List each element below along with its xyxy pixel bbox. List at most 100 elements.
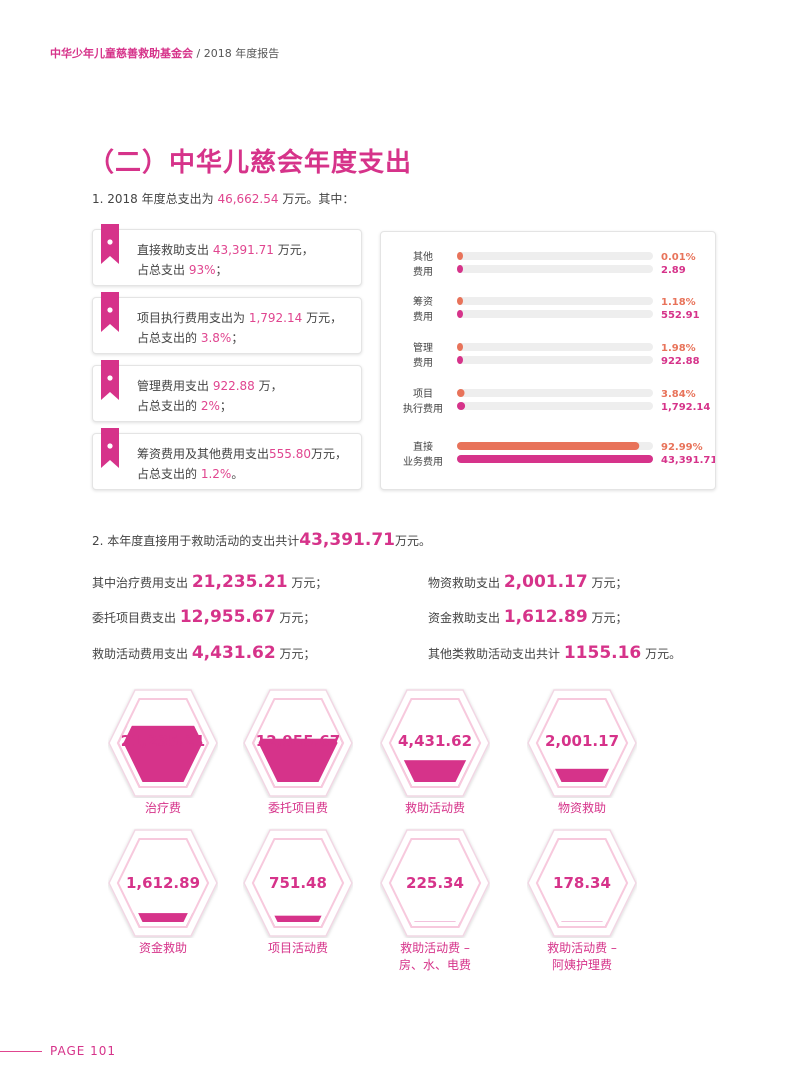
category-label: 费用 bbox=[413, 356, 433, 369]
hexagon-svg: 12,955.67 bbox=[243, 689, 353, 797]
card-line-1: 项目执行费用支出为 1,792.14 万元， bbox=[137, 308, 342, 328]
total-value: 46,662.54 bbox=[217, 192, 279, 206]
header-org: 中华少年儿童慈善救助基金会 bbox=[50, 47, 193, 60]
hexagon-value: 2,001.17 bbox=[545, 732, 619, 750]
amount-bar bbox=[457, 310, 463, 318]
amount-label: 2.89 bbox=[661, 265, 686, 276]
item-suffix: 万元； bbox=[287, 576, 328, 590]
category-label: 筹资 bbox=[413, 295, 433, 308]
expense-card: 管理费用支出 922.88 万， 占总支出的 2%； bbox=[92, 360, 362, 422]
expenditure-item: 物资救助支出 2,001.17 万元； bbox=[428, 572, 628, 592]
card-line-2-suffix: 。 bbox=[231, 467, 244, 481]
hexagon-label-line: 阿姨护理费 bbox=[551, 958, 612, 972]
card-line-2-value: 3.8% bbox=[200, 331, 232, 345]
card-line-1-prefix: 直接救助支出 bbox=[137, 243, 213, 257]
hexagon-label: 救助活动费 bbox=[365, 800, 505, 817]
hexagon-label-line: 救助活动费 – bbox=[547, 941, 617, 955]
expense-card-text: 项目执行费用支出为 1,792.14 万元， 占总支出的 3.8%； bbox=[137, 308, 342, 348]
card-line-1-value: 922.88 bbox=[212, 379, 255, 393]
hexagon-label-line: 物资救助 bbox=[557, 801, 606, 815]
card-line-1-suffix: 万元， bbox=[311, 447, 348, 461]
hexagon-stat: 1,612.89 bbox=[108, 828, 218, 938]
card-line-2-suffix: ； bbox=[231, 331, 244, 345]
expense-card: 直接救助支出 43,391.71 万元， 占总支出 93%； bbox=[92, 224, 362, 286]
amount-bar bbox=[457, 455, 653, 463]
hexagon-stat: 21,235.21 bbox=[108, 688, 218, 798]
category-label: 管理 bbox=[413, 341, 433, 354]
bar-chart-svg: 其他费用0.01%2.89筹资费用1.18%552.91管理费用1.98%922… bbox=[403, 250, 717, 468]
hexagon-label: 治疗费 bbox=[93, 800, 233, 817]
hexagon-stat: 751.48 bbox=[243, 828, 353, 938]
section-title: （二）中华儿慈会年度支出 bbox=[88, 148, 413, 178]
item-value: 12,955.67 bbox=[179, 607, 276, 627]
card-line-2-value: 1.2% bbox=[200, 467, 232, 481]
card-line-1-value: 555.80 bbox=[269, 447, 312, 461]
bar-track bbox=[457, 343, 653, 351]
hexagon-svg: 225.34 bbox=[380, 829, 490, 937]
bar-track bbox=[457, 297, 653, 305]
total-expenditure-line: 1. 2018 年度总支出为 46,662.54 万元。其中： bbox=[92, 190, 354, 207]
expense-card-text: 筹资费用及其他费用支出555.80万元， 占总支出的 1.2%。 bbox=[137, 444, 347, 484]
item-value: 1155.16 bbox=[563, 643, 642, 663]
bar-track bbox=[457, 356, 653, 364]
hexagon-label-line: 救助活动费 bbox=[404, 801, 465, 815]
hexagon-label-line: 项目活动费 bbox=[267, 941, 328, 955]
hexagon-label: 项目活动费 bbox=[228, 940, 368, 957]
card-line-1-suffix: 万元， bbox=[302, 311, 343, 325]
card-line-1: 筹资费用及其他费用支出555.80万元， bbox=[137, 444, 347, 464]
hexagon-svg: 4,431.62 bbox=[380, 689, 490, 797]
percent-bar bbox=[457, 442, 640, 450]
card-line-2: 占总支出 93%； bbox=[137, 260, 314, 280]
category-label: 直接 bbox=[413, 440, 433, 453]
amount-bar bbox=[457, 265, 463, 273]
card-line-2: 占总支出的 2%； bbox=[137, 396, 283, 416]
percent-label: 92.99% bbox=[661, 442, 703, 453]
hexagon-value: 12,955.67 bbox=[256, 732, 340, 750]
card-line-2: 占总支出的 1.2%。 bbox=[137, 464, 347, 484]
item-value: 21,235.21 bbox=[191, 572, 288, 592]
direct-value: 43,391.71 bbox=[299, 530, 395, 550]
hexagon-stat: 225.34 bbox=[380, 828, 490, 938]
card-line-2-prefix: 占总支出的 bbox=[137, 331, 201, 345]
card-line-1-suffix: 万， bbox=[254, 379, 283, 393]
bookmark-icon bbox=[101, 360, 119, 400]
item-prefix: 其中治疗费用支出 bbox=[92, 576, 192, 590]
direct-prefix: 2. 本年度直接用于救助活动的支出共计 bbox=[92, 534, 300, 548]
hexagon-label: 资金救助 bbox=[93, 940, 233, 957]
bar-track bbox=[457, 252, 653, 260]
hexagon-label-line: 委托项目费 bbox=[267, 801, 328, 815]
card-line-1-value: 1,792.14 bbox=[248, 311, 303, 325]
expense-card: 项目执行费用支出为 1,792.14 万元， 占总支出的 3.8%； bbox=[92, 292, 362, 354]
expense-ratio-chart: 其他 费用 0.01% 2.89 筹资 费用 1.18% 552.91 管理 费用 1.98% 922… bbox=[380, 231, 717, 490]
percent-label: 1.18% bbox=[661, 297, 696, 308]
hexagon-value: 4,431.62 bbox=[398, 732, 472, 750]
item-prefix: 资金救助支出 bbox=[428, 611, 504, 625]
total-suffix: 万元。其中： bbox=[278, 192, 355, 206]
expenditure-item: 资金救助支出 1,612.89 万元； bbox=[428, 607, 628, 627]
card-line-2-value: 93% bbox=[188, 263, 216, 277]
item-prefix: 物资救助支出 bbox=[428, 576, 504, 590]
hexagon-value: 751.48 bbox=[269, 874, 327, 892]
percent-label: 3.84% bbox=[661, 389, 696, 400]
footer-rule bbox=[0, 1051, 42, 1052]
hexagon-stat: 178.34 bbox=[527, 828, 637, 938]
bar-track bbox=[457, 389, 653, 397]
percent-bar bbox=[457, 252, 463, 260]
category-label: 项目 bbox=[413, 388, 433, 400]
item-suffix: 万元； bbox=[587, 576, 628, 590]
bookmark-icon bbox=[101, 428, 119, 468]
expenditure-item: 救助活动费用支出 4,431.62 万元； bbox=[92, 643, 316, 663]
expenditure-item: 其他类救助活动支出共计 1155.16 万元。 bbox=[428, 643, 681, 663]
item-value: 4,431.62 bbox=[191, 643, 276, 663]
card-line-2-suffix: ； bbox=[219, 399, 232, 413]
card-line-1-prefix: 筹资费用及其他费用支出 bbox=[137, 447, 270, 461]
item-prefix: 其他类救助活动支出共计 bbox=[428, 647, 564, 661]
hexagon-label-line: 资金救助 bbox=[138, 941, 187, 955]
expense-card-text: 管理费用支出 922.88 万， 占总支出的 2%； bbox=[137, 376, 283, 416]
direct-suffix: 万元。 bbox=[394, 534, 431, 548]
page-footer: PAGE 101 bbox=[0, 1042, 800, 1062]
category-label: 其他 bbox=[413, 250, 433, 263]
hexagon-label: 救助活动费 – 阿姨护理费 bbox=[512, 940, 652, 974]
hexagon-label: 救助活动费 – 房、水、电费 bbox=[365, 940, 505, 974]
hexagon-value: 225.34 bbox=[406, 874, 464, 892]
